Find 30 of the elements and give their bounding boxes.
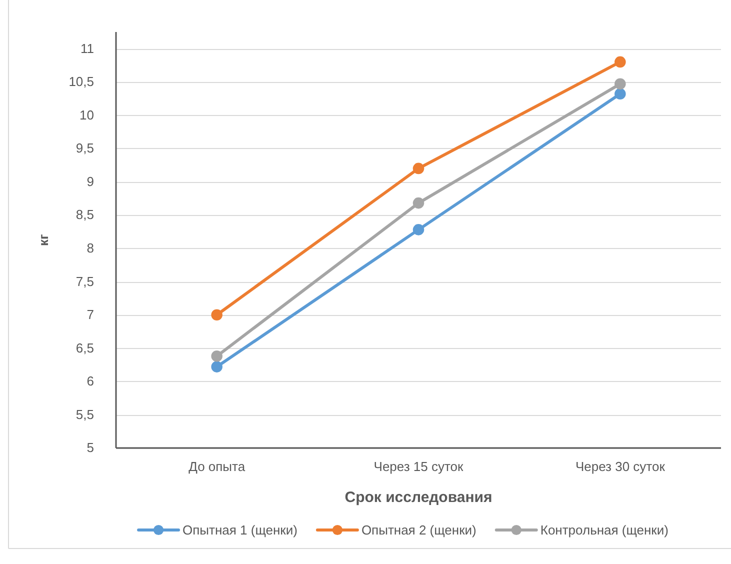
x-tick-label: Через 15 суток xyxy=(374,459,464,474)
y-tick-label: 6,5 xyxy=(76,340,94,356)
point xyxy=(614,88,626,100)
point xyxy=(614,56,626,68)
legend-label: Опытная 2 (щенки) xyxy=(361,522,476,538)
point xyxy=(412,197,424,209)
y-tick-label: 11 xyxy=(80,40,94,56)
y-tick-label: 8,5 xyxy=(76,207,94,222)
point xyxy=(211,309,222,321)
point xyxy=(412,162,424,174)
x-tick-label: До опыта xyxy=(188,459,246,474)
y-tick-label: 7,5 xyxy=(76,274,94,289)
x-tick-label: Через 30 суток xyxy=(575,459,666,474)
y-tick-label: 10 xyxy=(80,107,94,122)
legend-label: Контрольная (щенки) xyxy=(540,522,668,538)
point xyxy=(412,224,424,236)
y-tick-label: 7 xyxy=(86,307,94,322)
y-tick-label: 9,5 xyxy=(76,140,94,156)
y-axis-title: кг xyxy=(36,233,51,246)
y-tick-label: 8 xyxy=(86,240,94,256)
point xyxy=(614,78,626,90)
y-tick-label: 5,5 xyxy=(76,406,94,422)
x-axis-title: Срок исследования xyxy=(344,489,492,506)
y-tick-label: 5 xyxy=(86,440,94,456)
y-tick-label: 10,5 xyxy=(68,74,94,90)
y-tick-label: 9 xyxy=(86,174,94,189)
y-tick-label: 6 xyxy=(86,374,94,389)
legend-label: Опытная 1 (щенки) xyxy=(182,522,298,538)
point xyxy=(211,361,222,372)
point xyxy=(211,350,222,362)
